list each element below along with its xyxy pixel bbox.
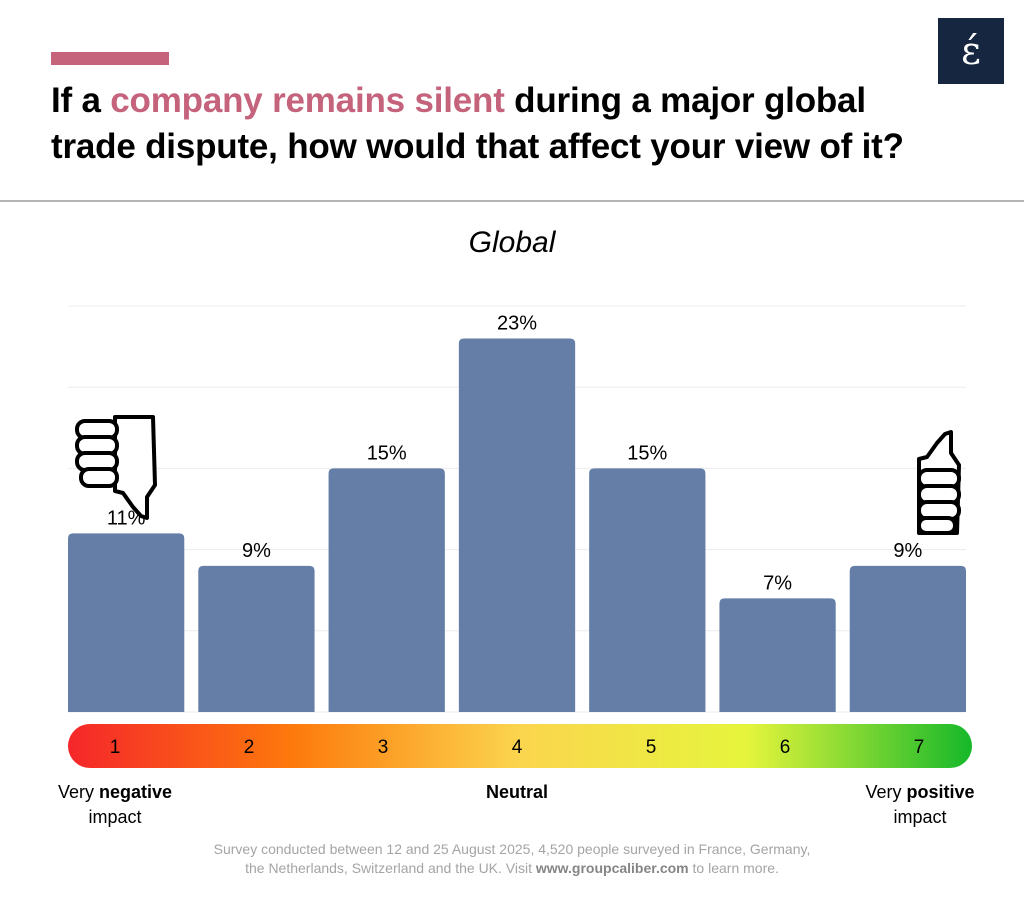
page-title: If a company remains silent during a maj… — [51, 78, 951, 170]
data-label-6: 7% — [763, 572, 792, 594]
scale-label-neutral: Neutral — [440, 780, 594, 805]
bar-6 — [719, 598, 836, 712]
bar-3 — [328, 468, 445, 712]
scale-label-negative-pre: Very — [57, 782, 99, 802]
data-label-2: 9% — [242, 540, 271, 562]
scale-number-4: 4 — [512, 737, 523, 758]
scale-label-positive-impact: impact — [893, 807, 947, 827]
rating-scale-numbers: 1 2 3 4 5 6 7 — [110, 737, 925, 758]
scale-label-positive-pre: Very — [865, 782, 907, 802]
data-label-5: 15% — [627, 442, 667, 464]
scale-label-negative-bold: negative — [99, 782, 173, 802]
rating-scale-bar — [68, 724, 972, 768]
footnote-line-2-pre: the Netherlands, Switzerland and the UK.… — [245, 860, 536, 876]
scale-label-positive: Very positive impact — [845, 780, 995, 830]
title-post: during a major global trade dispute, how… — [51, 81, 904, 166]
bar-5 — [589, 468, 706, 712]
scale-label-negative: Very negative impact — [40, 780, 190, 830]
footnote-line-2-post: to learn more. — [688, 860, 779, 876]
thumbs-up-icon — [917, 430, 961, 535]
scale-number-3: 3 — [378, 737, 389, 758]
scale-number-2: 2 — [244, 737, 255, 758]
scale-label-negative-impact: impact — [88, 807, 142, 827]
chart-title: Global — [468, 226, 556, 259]
brand-logo: έ — [938, 18, 1004, 84]
bar-1 — [68, 533, 185, 712]
data-label-7: 9% — [893, 540, 922, 562]
survey-footnote: Survey conducted between 12 and 25 Augus… — [150, 840, 874, 878]
bar-series — [68, 338, 966, 712]
scale-number-7: 7 — [914, 737, 925, 758]
accent-bar — [51, 52, 169, 65]
logo-glyph: έ — [961, 29, 981, 73]
scale-number-1: 1 — [110, 737, 121, 758]
bar-4 — [458, 338, 576, 712]
footnote-link[interactable]: www.groupcaliber.com — [535, 860, 689, 876]
data-label-4: 23% — [497, 312, 537, 334]
scale-number-6: 6 — [780, 737, 791, 758]
footnote-line-1: Survey conducted between 12 and 25 Augus… — [213, 841, 811, 857]
title-highlight: company remains silent — [110, 81, 505, 120]
scale-number-5: 5 — [646, 737, 657, 758]
scale-label-positive-bold: positive — [906, 782, 975, 802]
bar-2 — [198, 565, 315, 712]
data-labels: 11%9%15%23%15%7%9% — [107, 312, 923, 594]
thumbs-down-icon — [75, 415, 157, 520]
bar-7 — [849, 565, 966, 712]
data-label-3: 15% — [367, 442, 407, 464]
scale-label-neutral-text: Neutral — [485, 782, 548, 802]
header-divider — [0, 200, 1024, 202]
title-pre: If a — [51, 81, 111, 120]
